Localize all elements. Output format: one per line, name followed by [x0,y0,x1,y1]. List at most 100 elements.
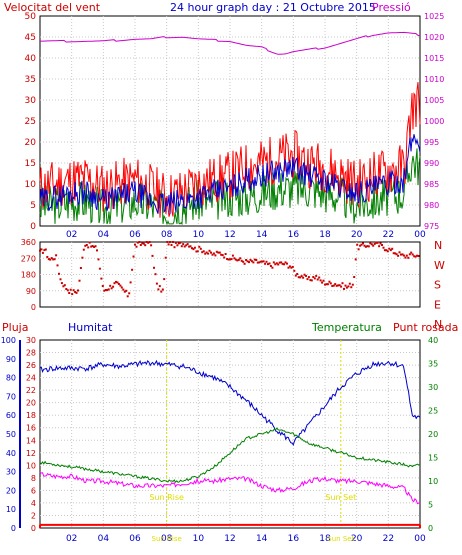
humidity-axis-tick: 80 [6,374,16,383]
temperature-axis-tick: 5 [428,501,433,510]
pressure-axis-tick: 990 [424,159,439,168]
direction-point [109,284,112,287]
direction-point [242,260,245,263]
direction-point [381,244,383,246]
direction-point [113,282,116,285]
humidity-axis-tick: 60 [6,411,16,420]
direction-point [85,244,88,246]
pressure-axis-tick: 1025 [424,12,444,21]
direction-point [63,284,66,287]
rain-axis-tick: 28 [26,349,36,358]
direction-point [155,282,158,285]
direction-point [395,253,398,256]
direction-point [174,241,177,244]
wind-axis-tick: 50 [25,12,37,22]
direction-point [122,288,125,291]
direction-point [300,275,303,278]
direction-point [131,268,134,271]
direction-point [402,254,405,257]
direction-point [287,266,290,269]
direction-point [309,279,312,282]
direction-point [72,289,75,292]
pressure-title: Pressió [372,1,411,14]
direction-point [65,288,68,290]
direction-point [202,250,205,253]
pressure-axis-tick: 975 [424,222,439,231]
direction-point [383,249,386,252]
direction-point [110,287,113,290]
direction-point [407,256,410,259]
direction-point [375,241,378,244]
direction-point [348,282,351,285]
direction-point [400,253,402,256]
direction-point [97,258,100,261]
direction-point [201,251,204,254]
direction-point [306,278,309,281]
temperature-axis-tick: 30 [428,383,438,392]
direction-point [223,256,226,259]
direction-point [224,253,227,255]
direction-point [96,249,98,252]
wind-axis-tick: 35 [25,75,36,85]
direction-point [198,245,201,248]
wind-axis-tick: 10 [25,180,37,190]
humidity-axis-tick: 50 [6,430,16,439]
direction-point [53,258,56,261]
direction-point [265,260,268,263]
direction-point [338,284,341,287]
direction-point [136,241,139,244]
direction-point [62,285,65,288]
direction-point [101,285,104,287]
direction-point [141,242,144,245]
direction-point [82,248,85,251]
lower-x-tick: 20 [351,534,363,544]
direction-point [372,244,375,247]
pressure-axis-tick: 980 [424,201,439,210]
direction-point [192,248,195,251]
direction-point [288,265,291,268]
direction-point [50,257,53,260]
direction-point [75,291,78,294]
direction-point [293,269,296,272]
direction-point [55,254,58,257]
direction-point [116,281,119,284]
direction-point [157,288,160,291]
direction-point [245,259,248,261]
direction-point [302,276,305,279]
sun-rise-axis-label: Sun Rise [152,535,182,543]
direction-axis-tick: 180 [21,271,36,280]
direction-point [112,285,115,288]
humidity-title: Humitat [68,321,113,334]
direction-point [397,254,400,257]
direction-point [337,284,340,287]
direction-point [249,258,252,261]
direction-point [229,258,231,261]
wind-axis-tick: 25 [25,117,36,127]
humidity-axis-tick: 70 [6,392,16,401]
direction-point [283,263,286,266]
direction-point [369,242,372,245]
rain-axis-tick: 30 [26,336,36,345]
direction-point [356,243,359,246]
direction-axis-tick: 270 [21,254,36,263]
direction-point [135,245,138,248]
rain-axis-tick: 8 [31,474,36,483]
direction-point [258,261,261,264]
direction-point [417,255,420,257]
wind-average-line [39,134,421,215]
direction-point [125,289,128,292]
rain-axis-tick: 26 [26,361,36,370]
direction-point [299,276,302,279]
tick-labels: 0510152025303540455097598098599099510001… [1,12,445,544]
direction-point [382,246,385,249]
direction-point [88,241,91,244]
direction-point [195,250,198,253]
direction-point [176,244,179,247]
direction-compass-label: N [434,239,442,252]
direction-point [217,251,220,254]
direction-point [215,250,218,253]
direction-point [275,262,278,265]
rain-axis-tick: 2 [31,511,36,520]
direction-point [132,255,135,258]
